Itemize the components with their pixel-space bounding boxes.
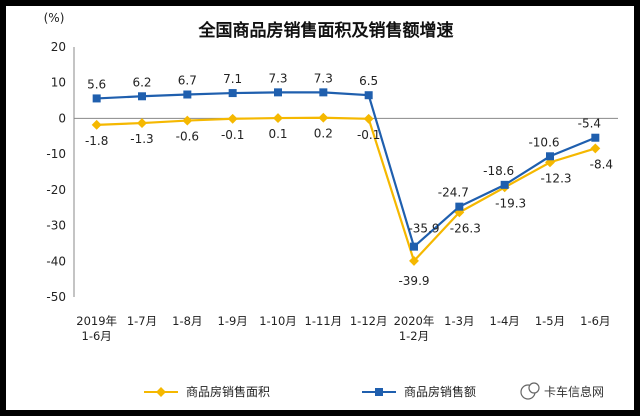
y-tick-label: -50 — [46, 290, 66, 304]
x-tick-label: 2019年 1-6月 — [76, 314, 117, 343]
chart-frame: 全国商品房销售面积及销售额增速 (%) 20 10 0 -10 -20 -30 -40 -50… — [6, 6, 634, 410]
data-label-area: -8.4 — [590, 157, 613, 171]
data-label-sales: 7.3 — [268, 71, 287, 85]
y-tick-label: -40 — [46, 254, 66, 268]
data-point-area — [227, 113, 238, 124]
x-tick-label: 2020年 1-2月 — [394, 314, 435, 343]
data-point-sales — [138, 92, 146, 101]
data-label-sales: -35.9 — [408, 222, 439, 236]
data-label-area: -39.9 — [398, 274, 429, 288]
x-tick-label: 1-10月 — [259, 314, 297, 328]
data-label-sales: -18.6 — [483, 164, 514, 178]
data-label-area: -1.3 — [130, 132, 153, 146]
data-point-sales — [455, 202, 464, 211]
data-point-sales — [500, 180, 509, 189]
data-label-area: -0.1 — [357, 128, 380, 142]
x-tick-label: 1-11月 — [305, 314, 343, 328]
data-point-area — [409, 255, 419, 266]
watermark: 卡车信息网 — [520, 382, 604, 400]
data-label-sales: -10.6 — [528, 135, 559, 149]
data-point-area — [182, 115, 193, 126]
data-label-area: 0.1 — [268, 127, 287, 141]
data-label-area: -26.3 — [450, 221, 481, 235]
data-point-sales — [591, 133, 600, 142]
data-point-sales — [274, 88, 282, 97]
data-point-sales — [319, 88, 328, 97]
data-label-sales: 6.2 — [132, 75, 151, 89]
y-tick-label: 0 — [58, 111, 66, 125]
wechat-icon-bubble — [528, 382, 540, 394]
y-axis: 20 10 0 -10 -20 -30 -40 -50 — [46, 40, 75, 304]
x-tick-label: 1-12月 — [350, 314, 388, 328]
x-axis: 2019年 1-6月 1-7月 1-8月 1-9月 1-10月 1-11月 1-12月 2020… — [74, 117, 618, 343]
data-label-sales: 6.5 — [359, 74, 378, 88]
data-label-area: -12.3 — [540, 171, 571, 185]
data-label-sales: 7.1 — [223, 72, 242, 86]
y-tick-label: -20 — [46, 183, 66, 197]
data-point-area — [137, 118, 147, 129]
x-tick-label: 1-4月 — [490, 314, 520, 328]
y-tick-label: 10 — [51, 76, 66, 90]
legend: 商品房销售面积 商品房销售额 — [144, 384, 476, 399]
legend-label-sales: 商品房销售额 — [404, 384, 476, 399]
data-point-area — [91, 119, 102, 130]
series-line-area — [96, 116, 596, 264]
y-axis-unit: (%) — [44, 11, 65, 25]
chart-title: 全国商品房销售面积及销售额增速 — [198, 20, 454, 41]
data-label-sales: -5.4 — [578, 117, 601, 131]
square-icon — [375, 388, 383, 396]
legend-item-sales: 商品房销售额 — [362, 384, 476, 399]
data-point-sales — [546, 152, 554, 161]
x-tick-label: 1-9月 — [218, 314, 248, 328]
data-label-sales: 5.6 — [87, 77, 106, 91]
data-point-area — [590, 143, 601, 154]
data-point-sales — [92, 94, 101, 103]
y-tick-label: 20 — [51, 40, 66, 54]
data-label-sales: -24.7 — [438, 186, 469, 200]
legend-item-area: 商品房销售面积 — [144, 384, 270, 399]
data-label-sales: 7.3 — [314, 71, 333, 85]
watermark-text: 卡车信息网 — [544, 384, 604, 399]
data-point-sales — [183, 90, 192, 99]
data-label-area: -0.6 — [176, 130, 199, 144]
x-tick-label: 1-7月 — [127, 314, 157, 328]
legend-label-area: 商品房销售面积 — [186, 384, 270, 399]
x-tick-label: 1-5月 — [535, 314, 565, 328]
x-tick-label: 1-3月 — [444, 314, 474, 328]
data-point-area — [273, 113, 283, 124]
data-point-sales — [364, 91, 373, 100]
data-labels: -1.8 -1.3 -0.6 -0.1 0.1 0.2 -0.1 -39.9 -26.3 -19.… — [85, 71, 613, 288]
plot-area — [91, 88, 601, 266]
x-tick-label: 1-8月 — [172, 314, 202, 328]
data-point-area — [318, 112, 329, 123]
x-tick-label: 1-6月 — [580, 314, 610, 328]
data-label-area: 0.2 — [314, 127, 333, 141]
data-point-sales — [228, 89, 237, 98]
data-label-area: -19.3 — [495, 196, 526, 210]
series-line-sales — [96, 91, 596, 249]
data-label-sales: 6.7 — [178, 74, 197, 88]
data-label-area: -1.8 — [85, 134, 108, 148]
y-tick-label: -10 — [46, 147, 66, 161]
y-tick-label: -30 — [46, 219, 66, 233]
data-label-area: -0.1 — [221, 128, 244, 142]
data-point-sales — [410, 242, 418, 251]
data-point-area — [363, 113, 374, 124]
diamond-icon — [156, 387, 166, 397]
chart-svg: 全国商品房销售面积及销售额增速 (%) 20 10 0 -10 -20 -30 -40 -50… — [44, 11, 618, 400]
